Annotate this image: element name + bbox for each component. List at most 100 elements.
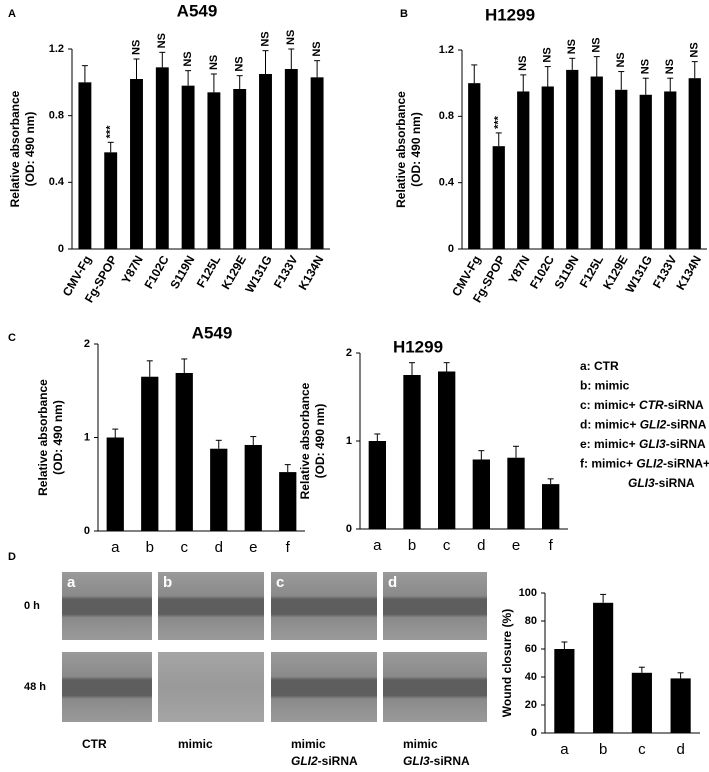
bar	[670, 678, 691, 733]
x-tick-label: c	[638, 741, 646, 758]
legend-entry-part: GLI3	[628, 476, 655, 490]
significance-label: NS	[591, 37, 603, 52]
image-caption-part: mimic	[403, 737, 438, 751]
legend-entry-part: d: mimic+	[580, 418, 640, 432]
significance-label: NS	[156, 33, 168, 48]
bar	[664, 91, 677, 249]
image-caption: mimic	[291, 737, 326, 751]
significance-label: NS	[234, 56, 246, 71]
y-tick-label: 0.8	[439, 110, 454, 122]
legend-entry-part: -siRNA	[655, 476, 695, 490]
wound-image	[158, 572, 264, 640]
legend-entry: f: mimic+ GLI2-siRNA+	[580, 457, 709, 471]
wound-image	[383, 572, 487, 640]
image-letter: c	[276, 574, 284, 591]
panel-label: A	[8, 8, 16, 20]
legend-entry-part: -siRNA+	[663, 457, 709, 471]
legend-entry-part: -siRNA	[664, 398, 704, 412]
bar	[181, 85, 195, 250]
bar	[507, 457, 525, 529]
image-letter: d	[388, 574, 397, 591]
x-tick-label: e	[512, 537, 520, 554]
bar	[688, 78, 701, 249]
x-tick-label: c	[181, 539, 189, 556]
significance-label: NS	[208, 55, 220, 70]
bar	[279, 472, 297, 531]
bar	[259, 74, 272, 249]
significance-label: NS	[182, 51, 194, 66]
y-tick-label: 40	[525, 671, 537, 683]
y-tick-label: 20	[525, 699, 537, 711]
bar	[438, 371, 456, 529]
legend-entry: GLI3-siRNA	[628, 476, 695, 490]
legend-entry-part: GLI3	[639, 437, 666, 451]
bar	[590, 76, 603, 250]
bar	[639, 94, 652, 250]
legend-entry-part: a: CTR	[580, 359, 619, 373]
bar	[541, 86, 554, 249]
x-tick-label: f	[286, 539, 291, 556]
wound-image	[383, 652, 487, 722]
chart-title: A549	[192, 323, 233, 342]
bar	[566, 69, 579, 250]
chart-title: H1299	[485, 5, 535, 24]
y-tick-label: 0	[346, 523, 352, 535]
bar	[310, 77, 324, 249]
significance-label: NS	[640, 59, 652, 74]
y-tick-label: 1	[346, 435, 352, 447]
x-tick-label: d	[676, 741, 684, 758]
y-axis-label: (OD: 490 nm)	[313, 404, 327, 479]
row-label: 0 h	[24, 600, 40, 612]
y-tick-label: 0	[531, 727, 537, 739]
x-tick-label: c	[443, 537, 451, 554]
bar	[472, 459, 490, 529]
x-tick-label: S119N	[551, 253, 581, 291]
y-tick-label: 2	[84, 338, 90, 350]
image-caption-part: -siRNA	[430, 754, 470, 768]
y-axis-label: Relative absorbance	[36, 379, 50, 496]
y-tick-label: 60	[525, 643, 537, 655]
significance-label: NS	[311, 41, 323, 56]
legend-entry: e: mimic+ GLI3-siRNA	[580, 437, 706, 451]
significance-label: NS	[566, 39, 578, 54]
legend-entry: c: mimic+ CTR-siRNA	[580, 398, 704, 412]
legend-entry-part: CTR	[639, 398, 664, 412]
significance-label: NS	[517, 56, 529, 71]
bar	[593, 602, 614, 733]
bar	[492, 146, 505, 249]
x-tick-label: f	[549, 537, 554, 554]
y-tick-label: 80	[525, 615, 537, 627]
y-tick-label: 0	[84, 525, 90, 537]
significance-label: ***	[105, 125, 117, 139]
panel-label: D	[8, 551, 16, 563]
significance-label: NS	[130, 40, 142, 55]
bar	[155, 67, 169, 249]
y-tick-label: 1.2	[439, 44, 454, 56]
x-tick-label: d	[477, 537, 485, 554]
panel-label: C	[8, 332, 16, 344]
y-tick-label: 0.8	[49, 110, 64, 122]
bar	[368, 441, 386, 529]
wound-image	[271, 572, 377, 640]
bar	[244, 444, 262, 531]
x-tick-label: S119N	[167, 253, 197, 291]
legend-entry-part: f: mimic+	[580, 457, 636, 471]
bar	[141, 376, 159, 531]
legend-entry-part: -siRNA	[666, 418, 706, 432]
bar	[631, 672, 652, 733]
x-tick-label: e	[249, 539, 257, 556]
y-axis-label: Relative absorbance	[8, 90, 22, 207]
image-caption: GLI2-siRNA	[291, 754, 358, 768]
image-caption-part: GLI3	[403, 754, 430, 768]
legend-entry: b: mimic	[580, 379, 630, 393]
bar	[233, 89, 247, 249]
y-tick-label: 0.4	[439, 177, 455, 189]
bar	[207, 92, 221, 249]
bar	[130, 79, 143, 249]
bar	[403, 375, 421, 529]
x-tick-label: b	[146, 539, 154, 556]
legend-entry-part: e: mimic+	[580, 437, 639, 451]
x-tick-label: b	[408, 537, 416, 554]
wound-image	[62, 572, 152, 640]
